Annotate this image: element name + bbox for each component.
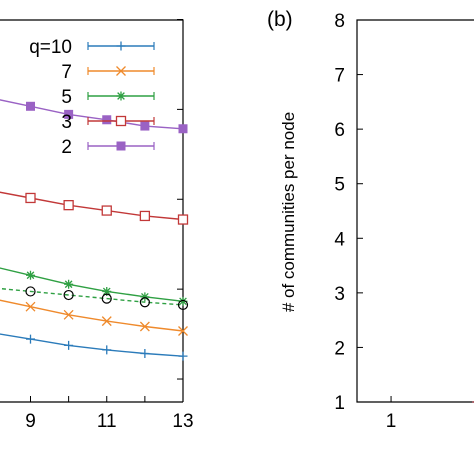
panel-a-x-tick-label: 11	[97, 411, 117, 432]
panel-a-data-point	[140, 121, 150, 131]
panel-a-data-point	[25, 286, 36, 297]
panel-b-y-tick-label: 1	[334, 393, 345, 414]
panel-a-data-point	[64, 340, 74, 350]
panel-b-y-axis-label: # of communities per node	[279, 112, 298, 312]
panel-b-y-tick-label: 3	[334, 284, 345, 305]
panel-a-data-point	[139, 210, 151, 222]
legend-marker	[116, 91, 126, 101]
panel-a-data-point	[26, 270, 35, 280]
legend-marker	[116, 66, 126, 76]
panel-a-data-point	[101, 316, 112, 327]
panel-a-data-point	[25, 301, 36, 312]
legend-label: q=10	[29, 37, 72, 58]
panel-a-data-point	[139, 297, 150, 308]
panel-a-series-line	[0, 299, 184, 332]
panel-a-legend: q=10 7 5 3 2	[29, 37, 155, 158]
panel-a-data-point	[63, 200, 74, 211]
panel-b: (b) # of communities per node 1234567813	[267, 8, 474, 432]
panel-a-data-point	[26, 334, 35, 344]
panel-a-data-point	[178, 296, 188, 306]
panel-a-series-1	[0, 299, 188, 336]
panel-a-data-point	[25, 192, 36, 204]
panel-a-data-point	[102, 345, 112, 355]
panel-a-data-point	[140, 348, 150, 358]
panel-b-y-tick-label: 6	[334, 120, 345, 141]
panel-b-y-tick-label: 4	[334, 229, 345, 250]
panel-b-y-tick-label: 7	[334, 66, 345, 87]
legend-label: 7	[61, 62, 72, 83]
panel-b-frame	[356, 19, 474, 403]
panel-b-y-tick-label: 8	[334, 11, 345, 32]
panel-a-series-line	[0, 287, 184, 306]
panel-a-series-2	[0, 267, 188, 306]
panel-a-data-point	[64, 109, 74, 119]
legend-label: 3	[61, 112, 72, 133]
panel-a-data-point	[178, 326, 188, 336]
panel-a-data-point	[139, 321, 150, 332]
panel-b-label: (b)	[267, 8, 293, 31]
panel-a-data-point	[102, 286, 112, 296]
panel-a-data-point	[178, 124, 188, 134]
panel-a-data-point	[102, 115, 112, 125]
panel-a-data-point	[177, 299, 189, 311]
legend-label: 5	[61, 87, 72, 108]
legend-marker	[116, 41, 126, 51]
panel-a-data-point	[101, 205, 112, 216]
panel-a-series-line	[0, 267, 184, 302]
panel-a-series-5	[0, 286, 189, 311]
panel-a: 9 11 13 q=10 7 5 3 2	[0, 18, 194, 432]
panel-a-series-4	[0, 99, 188, 134]
panel-a-frame	[0, 19, 184, 402]
panel-a-series-0	[0, 333, 188, 361]
panel-b-y-tick-label: 5	[334, 175, 345, 196]
panel-a-data-point	[26, 101, 35, 111]
panel-b-x-tick-label: 1	[386, 411, 397, 432]
panel-a-data-point	[64, 279, 74, 289]
panel-a-data-point	[63, 289, 74, 301]
legend-marker	[116, 141, 126, 151]
panel-a-data-point	[178, 351, 188, 361]
panel-a-x-tick-label: 13	[172, 411, 193, 432]
panel-a-data-point	[101, 293, 112, 304]
legend-marker	[115, 115, 127, 127]
panel-a-x-tick-label: 9	[25, 411, 36, 432]
panel-a-series-3	[0, 191, 189, 225]
panel-a-series-line	[0, 333, 184, 357]
legend-label: 2	[61, 137, 72, 158]
panel-a-series-line	[0, 191, 184, 221]
panel-a-data-point	[140, 292, 150, 302]
panel-a-data-point	[63, 309, 74, 320]
panel-b-y-tick-label: 2	[334, 338, 345, 359]
panel-a-data-point	[177, 214, 189, 225]
